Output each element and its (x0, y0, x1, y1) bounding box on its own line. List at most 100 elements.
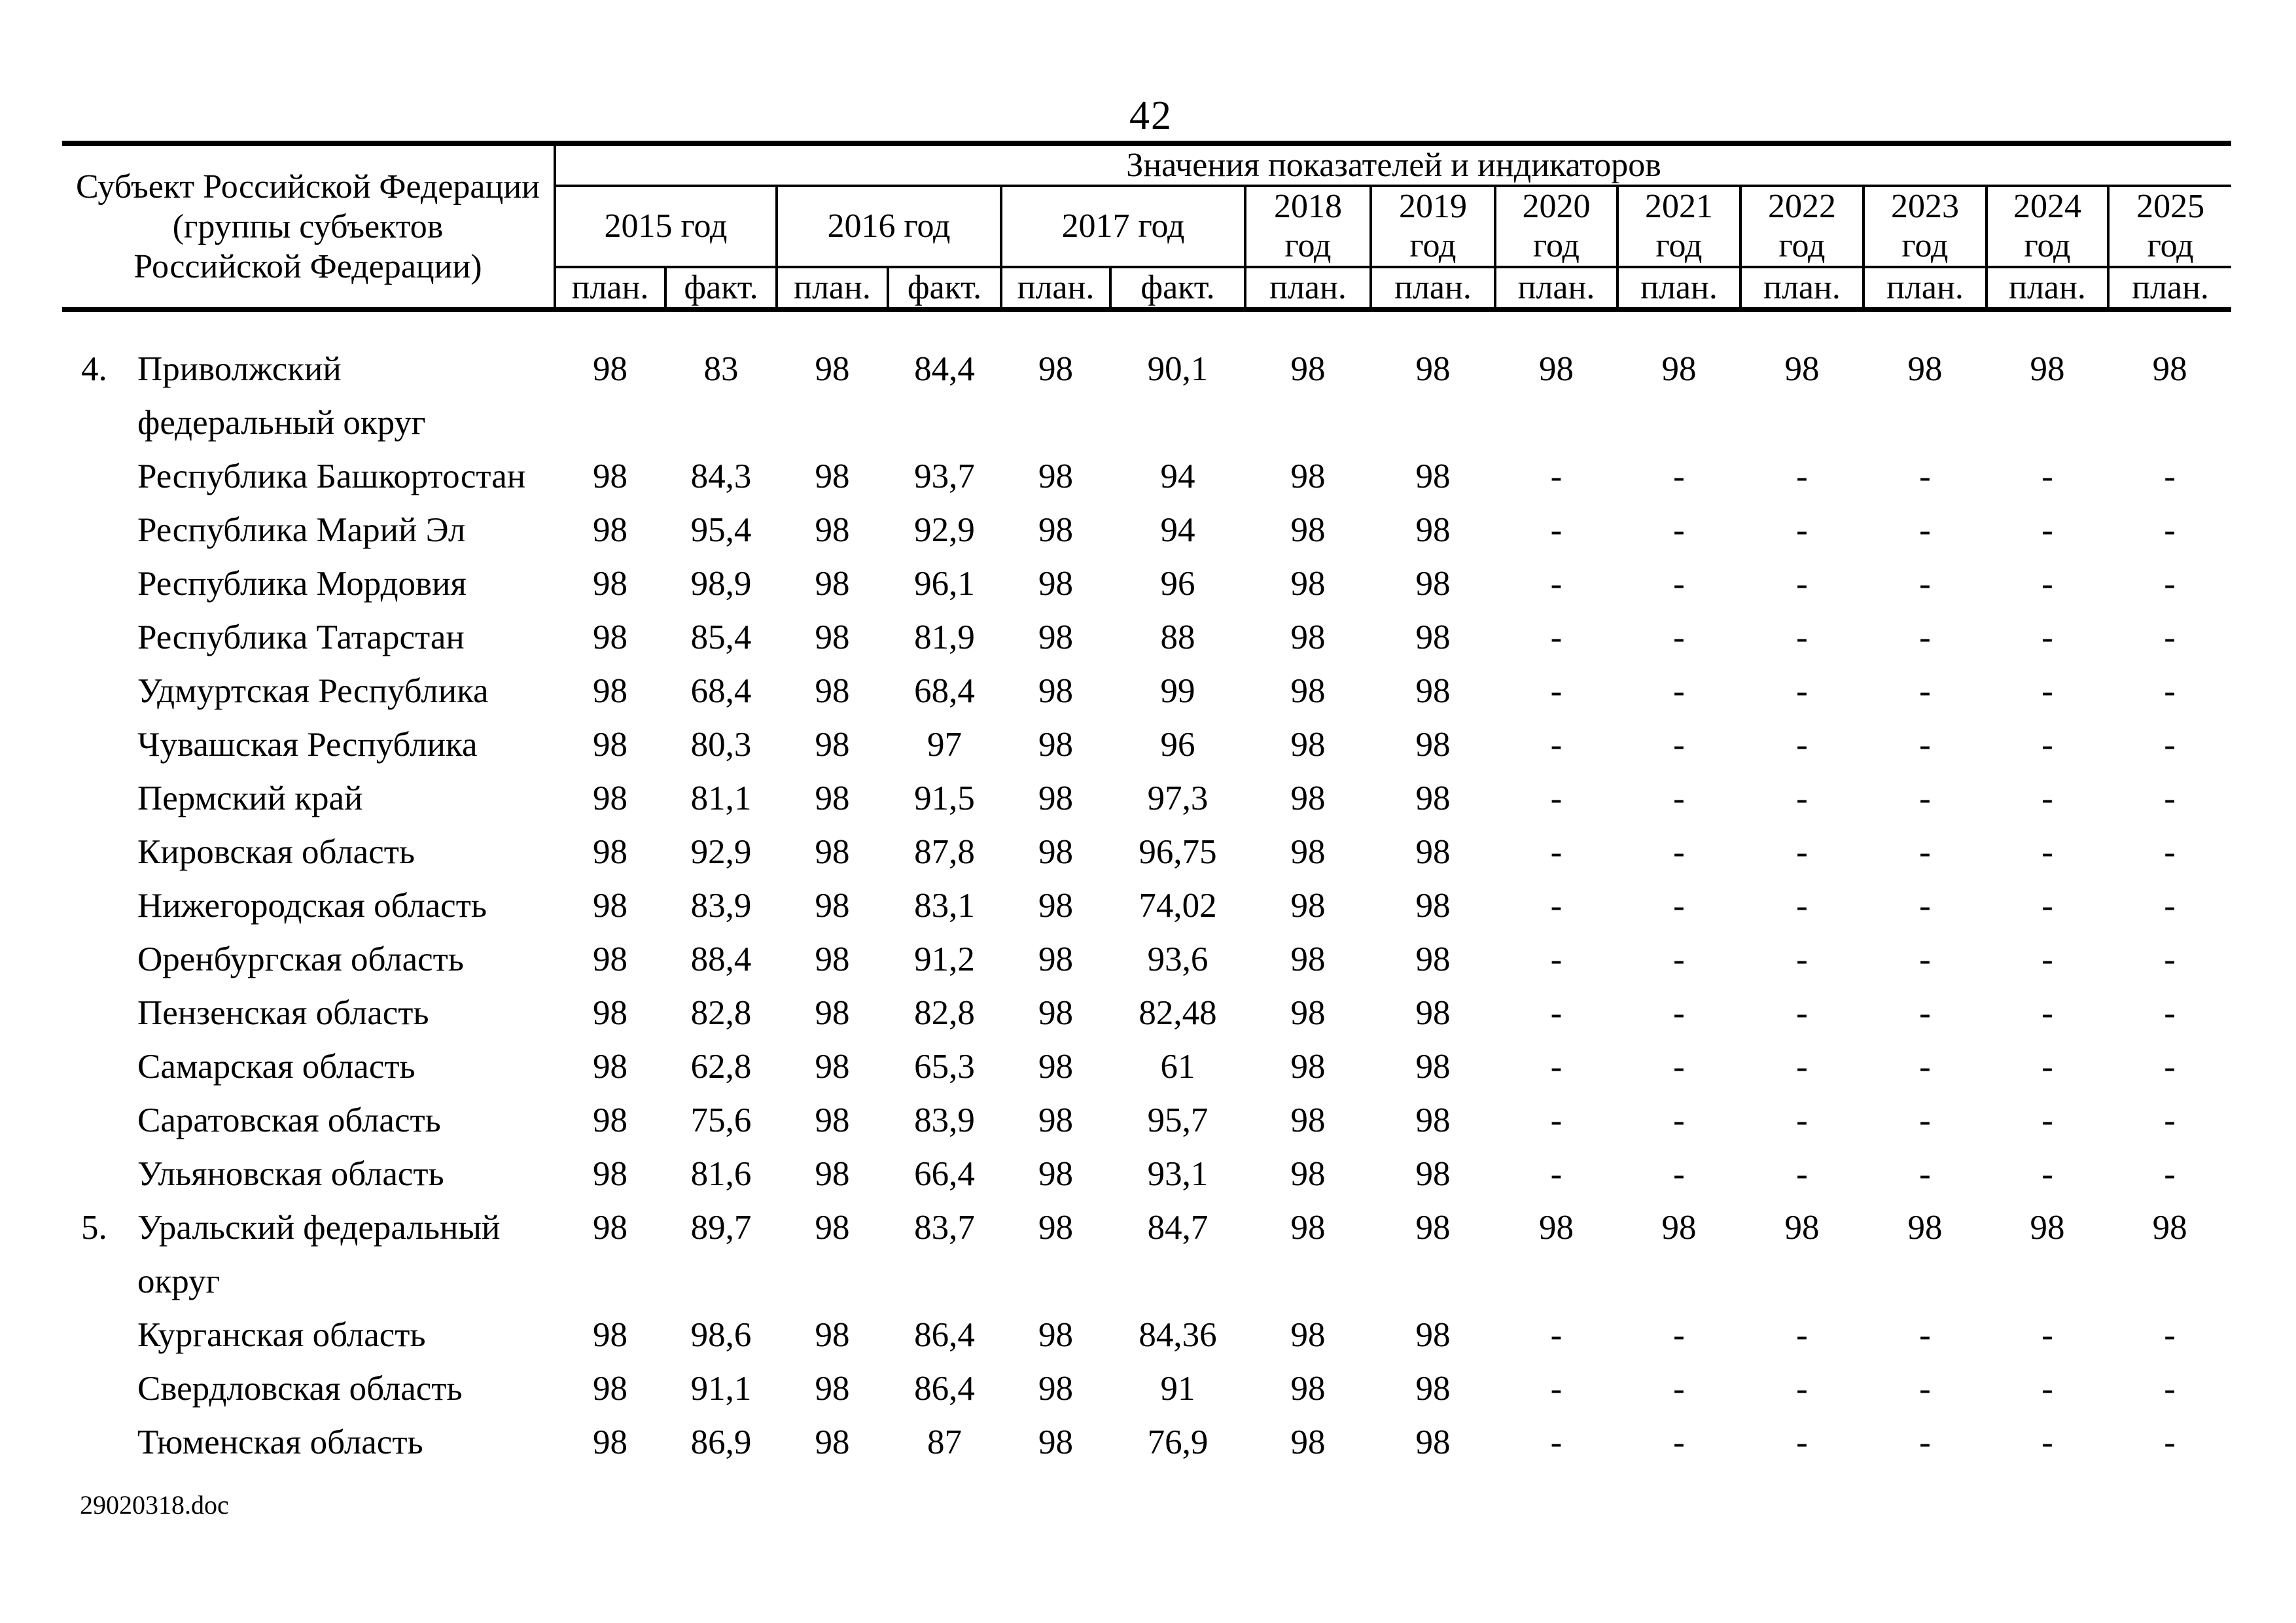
value-cell: 98 (2030, 350, 2065, 388)
value-cell: - (1550, 565, 1563, 603)
table-row: 4. Приволжский федеральный округ 98 83 98 84,… (62, 310, 2231, 450)
value-cell: 98 (1415, 726, 1451, 764)
year-header: 2021 год (1616, 186, 1740, 268)
value-cell: 98 (593, 833, 627, 871)
region-cell: Ульяновская область (62, 1147, 555, 1201)
value-cell: - (2041, 833, 2053, 871)
value-cell: 84,36 (1139, 1316, 1217, 1354)
value-cell: 98 (1290, 1101, 1326, 1139)
value-cell: 98 (1038, 1209, 1073, 1247)
value-cell: 81,1 (690, 779, 752, 817)
value-cell: 93,1 (1147, 1155, 1209, 1193)
plan-fact-header: план. (1862, 267, 1987, 312)
plan-fact-header: план. (1985, 267, 2108, 312)
value-cell: 98 (1290, 1370, 1326, 1408)
value-cell: 98 (1038, 350, 1073, 388)
value-cell: 98 (1038, 994, 1073, 1032)
value-cell: - (2164, 833, 2176, 871)
region-cell: Самарская область (62, 1040, 555, 1094)
value-cell: 98 (1038, 1370, 1073, 1408)
value-cell: 99 (1160, 672, 1195, 710)
value-cell: 91,1 (690, 1370, 752, 1408)
region-cell: Саратовская область (62, 1094, 555, 1147)
value-cell: 98 (815, 565, 850, 603)
value-cell: 98 (815, 779, 850, 817)
value-cell: - (1919, 457, 1931, 495)
value-cell: 98 (815, 618, 850, 656)
value-cell: - (1919, 565, 1931, 603)
value-cell: 98 (1290, 1316, 1326, 1354)
value-cell: - (1673, 994, 1685, 1032)
value-cell: 83,1 (914, 887, 975, 925)
value-cell: 98 (1038, 565, 1073, 603)
value-cell: 98 (1290, 1423, 1326, 1461)
table-row: Саратовская область 98 75,6 98 83,9 98 95,7 98 9… (62, 1094, 2231, 1147)
value-cell: 75,6 (690, 1101, 752, 1139)
value-cell: 98 (1038, 940, 1073, 978)
region-name: Свердловская область (137, 1370, 463, 1408)
value-cell: 98 (815, 887, 850, 925)
value-cell: - (1919, 940, 1931, 978)
subject-column-header: Субъект Российской Федерации (группы суб… (62, 143, 556, 312)
year-header: 2024 год (1985, 186, 2108, 268)
value-cell: - (1796, 887, 1808, 925)
value-cell: 98 (815, 1316, 850, 1354)
indicators-table: Субъект Российской Федерации (группы суб… (62, 141, 2232, 1469)
year-header: 2023 год (1862, 186, 1987, 268)
plan-fact-header: план. (1739, 267, 1863, 312)
value-cell: 91,2 (914, 940, 975, 978)
value-cell: 98 (593, 1370, 627, 1408)
value-cell: 86,9 (690, 1423, 752, 1461)
value-cell: 96,75 (1139, 833, 1217, 871)
value-cell: 98 (1415, 940, 1451, 978)
value-cell: - (2041, 1370, 2053, 1408)
value-cell: - (2164, 726, 2176, 764)
value-cell: - (2041, 672, 2053, 710)
value-cell: 98 (1539, 1209, 1574, 1247)
value-cell: 98 (1038, 726, 1073, 764)
value-cell: 66,4 (914, 1155, 975, 1193)
value-cell: 98 (1415, 457, 1451, 495)
value-cell: 98 (1415, 779, 1451, 817)
value-cell: - (2041, 618, 2053, 656)
year-header: 2022 год (1739, 186, 1863, 268)
value-cell: - (1919, 779, 1931, 817)
value-cell: 98 (1290, 726, 1326, 764)
table-row: Кировская область 98 92,9 98 87,8 98 96,75 98 98… (62, 825, 2231, 879)
value-cell: - (2164, 1423, 2176, 1461)
value-cell: - (1673, 1423, 1685, 1461)
value-cell: 98 (815, 1155, 850, 1193)
region-name: Оренбургская область (137, 940, 464, 978)
value-cell: - (1550, 618, 1563, 656)
value-cell: - (1673, 887, 1685, 925)
table-row: Ульяновская область 98 81,6 98 66,4 98 93,1 98 9… (62, 1147, 2231, 1201)
value-cell: 97,3 (1147, 779, 1209, 817)
value-cell: 98 (2152, 350, 2187, 388)
value-cell: - (1673, 833, 1685, 871)
year-header: 2025 год (2106, 186, 2232, 268)
value-cell: 83 (703, 350, 739, 388)
table-row: Республика Марий Эл 98 95,4 98 92,9 98 94 98 98 -… (62, 503, 2231, 557)
row-number: 4. (81, 350, 107, 388)
value-cell: 98 (1661, 1209, 1697, 1247)
value-cell: 98 (1539, 350, 1574, 388)
value-cell: 98 (1415, 833, 1451, 871)
value-cell: 97 (927, 726, 962, 764)
value-cell: 98 (593, 726, 627, 764)
value-cell: 98 (1415, 887, 1451, 925)
value-cell: - (1673, 1370, 1685, 1408)
values-title-header: Значения показателей и индикаторов (555, 143, 2232, 187)
value-cell: 82,8 (690, 994, 752, 1032)
plan-fact-header: план. (1244, 267, 1371, 312)
value-cell: - (1919, 511, 1931, 549)
region-cell: 4. Приволжский федеральный округ (62, 310, 555, 450)
value-cell: 98 (1415, 672, 1451, 710)
table-row: Нижегородская область 98 83,9 98 83,1 98 74,02… (62, 879, 2231, 933)
value-cell: 98 (815, 350, 850, 388)
value-cell: - (2041, 1316, 2053, 1354)
value-cell: 98 (593, 1316, 627, 1354)
value-cell: 98 (593, 1048, 627, 1086)
value-cell: 98 (815, 1370, 850, 1408)
value-cell: - (1550, 511, 1563, 549)
value-cell: - (2164, 887, 2176, 925)
